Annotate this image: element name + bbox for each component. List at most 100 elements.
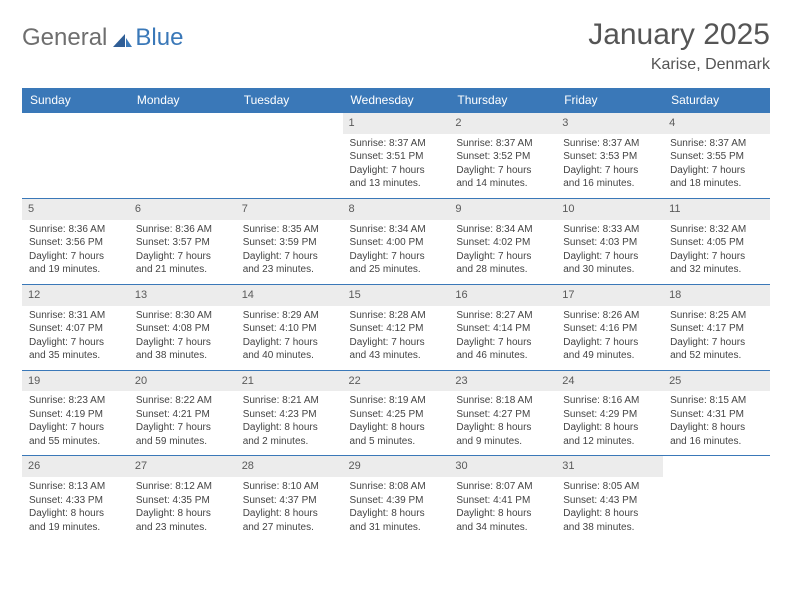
sunset-text: Sunset: 4:00 PM <box>350 236 443 250</box>
sunrise-text: Sunrise: 8:35 AM <box>243 223 336 237</box>
sunrise-text: Sunrise: 8:19 AM <box>350 394 443 408</box>
daylight2-text: and 38 minutes. <box>136 349 229 363</box>
sunset-text: Sunset: 4:21 PM <box>136 408 229 422</box>
calendar-day-cell: 9Sunrise: 8:34 AMSunset: 4:02 PMDaylight… <box>449 198 556 284</box>
daylight2-text: and 49 minutes. <box>563 349 656 363</box>
daylight1-text: Daylight: 8 hours <box>29 507 122 521</box>
day-number: 31 <box>556 456 663 477</box>
sunset-text: Sunset: 4:41 PM <box>456 494 549 508</box>
calendar-day-cell: 4Sunrise: 8:37 AMSunset: 3:55 PMDaylight… <box>663 113 770 199</box>
daylight1-text: Daylight: 8 hours <box>670 421 763 435</box>
daylight1-text: Daylight: 7 hours <box>350 250 443 264</box>
sunset-text: Sunset: 4:39 PM <box>350 494 443 508</box>
daylight1-text: Daylight: 8 hours <box>136 507 229 521</box>
daylight2-text: and 35 minutes. <box>29 349 122 363</box>
sunrise-text: Sunrise: 8:31 AM <box>29 309 122 323</box>
sunrise-text: Sunrise: 8:25 AM <box>670 309 763 323</box>
day-header: Wednesday <box>343 88 450 113</box>
sunrise-text: Sunrise: 8:36 AM <box>136 223 229 237</box>
sunset-text: Sunset: 4:19 PM <box>29 408 122 422</box>
sunrise-text: Sunrise: 8:34 AM <box>350 223 443 237</box>
daylight2-text: and 18 minutes. <box>670 177 763 191</box>
daylight1-text: Daylight: 7 hours <box>456 336 549 350</box>
calendar-day-cell: 18Sunrise: 8:25 AMSunset: 4:17 PMDayligh… <box>663 284 770 370</box>
sunset-text: Sunset: 3:51 PM <box>350 150 443 164</box>
calendar-day-cell <box>129 113 236 199</box>
sunset-text: Sunset: 4:02 PM <box>456 236 549 250</box>
sunset-text: Sunset: 4:03 PM <box>563 236 656 250</box>
daylight1-text: Daylight: 8 hours <box>350 421 443 435</box>
day-number: 13 <box>129 285 236 306</box>
day-number: 25 <box>663 371 770 392</box>
calendar-day-cell: 24Sunrise: 8:16 AMSunset: 4:29 PMDayligh… <box>556 370 663 456</box>
daylight2-text: and 16 minutes. <box>670 435 763 449</box>
daylight1-text: Daylight: 7 hours <box>136 421 229 435</box>
calendar-day-cell <box>22 113 129 199</box>
sunset-text: Sunset: 4:35 PM <box>136 494 229 508</box>
daylight1-text: Daylight: 7 hours <box>670 250 763 264</box>
calendar-day-cell: 22Sunrise: 8:19 AMSunset: 4:25 PMDayligh… <box>343 370 450 456</box>
sunrise-text: Sunrise: 8:10 AM <box>243 480 336 494</box>
sunrise-text: Sunrise: 8:13 AM <box>29 480 122 494</box>
daylight2-text: and 28 minutes. <box>456 263 549 277</box>
sunrise-text: Sunrise: 8:23 AM <box>29 394 122 408</box>
sunset-text: Sunset: 4:10 PM <box>243 322 336 336</box>
sunrise-text: Sunrise: 8:29 AM <box>243 309 336 323</box>
daylight2-text: and 34 minutes. <box>456 521 549 535</box>
daylight1-text: Daylight: 7 hours <box>456 250 549 264</box>
daylight1-text: Daylight: 7 hours <box>29 250 122 264</box>
day-number: 2 <box>449 113 556 134</box>
daylight2-text: and 55 minutes. <box>29 435 122 449</box>
daylight1-text: Daylight: 8 hours <box>456 421 549 435</box>
calendar-week-row: 19 Sunrise: 8:23 AMSunset: 4:19 PM Dayligh… <box>22 370 770 456</box>
day-number: 21 <box>236 371 343 392</box>
daylight2-text: and 16 minutes. <box>563 177 656 191</box>
daylight2-text: and 21 minutes. <box>136 263 229 277</box>
sunrise-text: Sunrise: 8:22 AM <box>136 394 229 408</box>
sunrise-text: Sunrise: 8:36 AM <box>29 223 122 237</box>
daylight2-text: and 31 minutes. <box>350 521 443 535</box>
calendar-day-cell: 20Sunrise: 8:22 AMSunset: 4:21 PMDayligh… <box>129 370 236 456</box>
daylight2-text: and 27 minutes. <box>243 521 336 535</box>
sunset-text: Sunset: 4:14 PM <box>456 322 549 336</box>
daylight2-text: and 12 minutes. <box>563 435 656 449</box>
logo-text-blue: Blue <box>135 24 183 52</box>
calendar-day-cell: 16Sunrise: 8:27 AMSunset: 4:14 PMDayligh… <box>449 284 556 370</box>
day-header: Saturday <box>663 88 770 113</box>
calendar-week-row: 5Sunrise: 8:36 AMSunset: 3:56 PMDaylight… <box>22 198 770 284</box>
month-title: January 2025 <box>588 18 770 52</box>
sunrise-text: Sunrise: 8:32 AM <box>670 223 763 237</box>
calendar-day-cell: 30Sunrise: 8:07 AMSunset: 4:41 PMDayligh… <box>449 456 556 541</box>
calendar-page: General Blue January 2025 Karise, Denmar… <box>0 0 792 559</box>
daylight2-text: and 2 minutes. <box>243 435 336 449</box>
calendar-day-cell: 5Sunrise: 8:36 AMSunset: 3:56 PMDaylight… <box>22 198 129 284</box>
sunset-text: Sunset: 4:07 PM <box>29 322 122 336</box>
calendar-day-cell <box>236 113 343 199</box>
daylight2-text: and 59 minutes. <box>136 435 229 449</box>
daylight2-text: and 32 minutes. <box>670 263 763 277</box>
sunrise-text: Sunrise: 8:37 AM <box>670 137 763 151</box>
day-number: 4 <box>663 113 770 134</box>
daylight2-text: and 52 minutes. <box>670 349 763 363</box>
sunset-text: Sunset: 4:17 PM <box>670 322 763 336</box>
daylight1-text: Daylight: 8 hours <box>350 507 443 521</box>
daylight2-text: and 25 minutes. <box>350 263 443 277</box>
calendar-day-cell: 31Sunrise: 8:05 AMSunset: 4:43 PMDayligh… <box>556 456 663 541</box>
calendar-week-row: 26Sunrise: 8:13 AMSunset: 4:33 PMDayligh… <box>22 456 770 541</box>
day-number: 18 <box>663 285 770 306</box>
daylight2-text: and 5 minutes. <box>350 435 443 449</box>
daylight2-text: and 19 minutes. <box>29 263 122 277</box>
day-number: 16 <box>449 285 556 306</box>
sunset-text: Sunset: 4:27 PM <box>456 408 549 422</box>
daylight2-text: and 43 minutes. <box>350 349 443 363</box>
calendar-day-cell: 15Sunrise: 8:28 AMSunset: 4:12 PMDayligh… <box>343 284 450 370</box>
calendar-day-cell: 13Sunrise: 8:30 AMSunset: 4:08 PMDayligh… <box>129 284 236 370</box>
day-number: 5 <box>22 199 129 220</box>
header: General Blue January 2025 Karise, Denmar… <box>22 18 770 74</box>
calendar-day-cell: 28Sunrise: 8:10 AMSunset: 4:37 PMDayligh… <box>236 456 343 541</box>
logo-text-general: General <box>22 24 107 52</box>
daylight2-text: and 46 minutes. <box>456 349 549 363</box>
calendar-day-cell: 11Sunrise: 8:32 AMSunset: 4:05 PMDayligh… <box>663 198 770 284</box>
daylight1-text: Daylight: 7 hours <box>136 250 229 264</box>
day-number: 19 <box>22 371 129 392</box>
